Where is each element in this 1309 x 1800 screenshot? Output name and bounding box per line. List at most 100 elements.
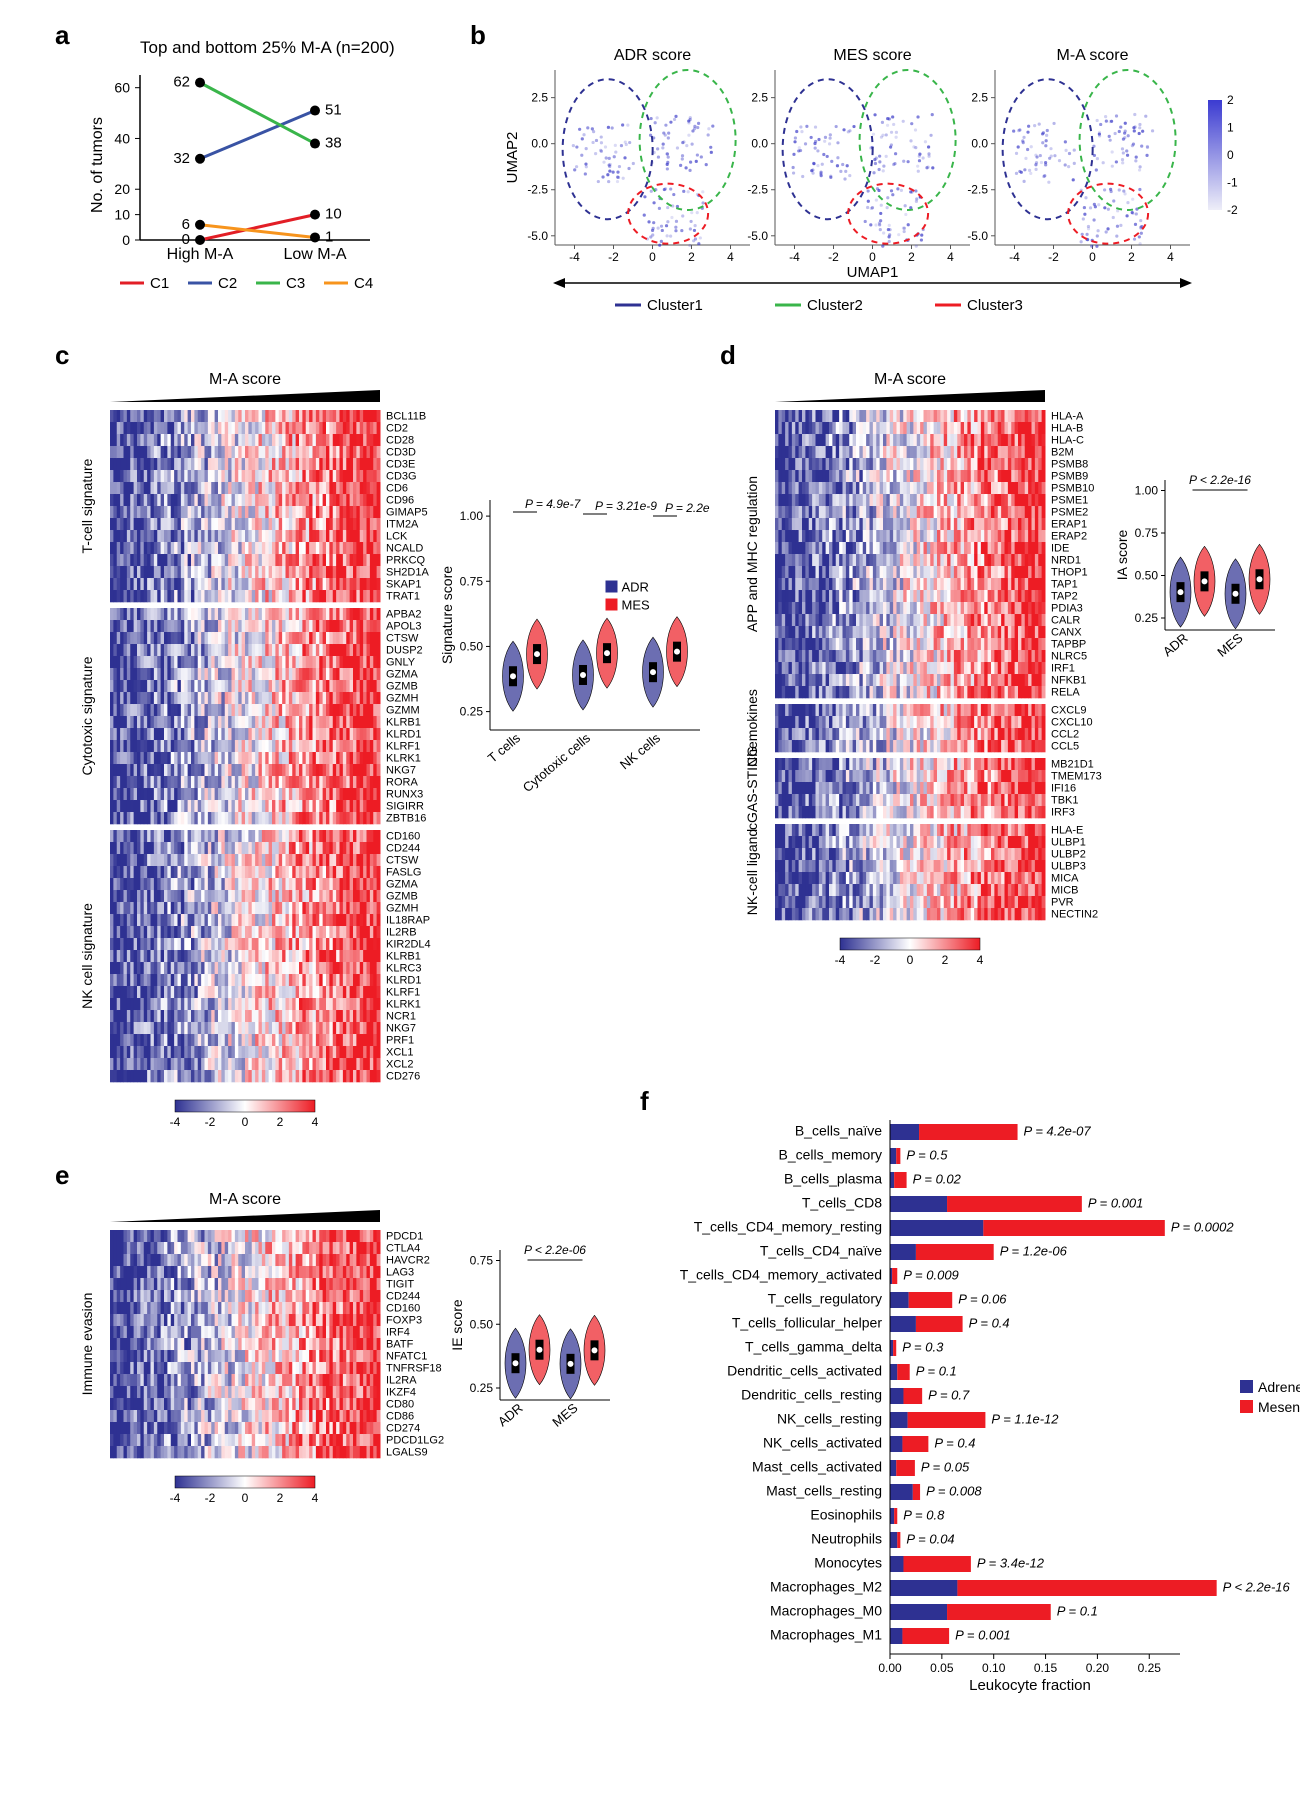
svg-text:2.5: 2.5	[971, 91, 988, 105]
svg-text:60: 60	[114, 80, 130, 96]
svg-text:0: 0	[1227, 148, 1234, 162]
svg-text:20: 20	[114, 181, 130, 197]
panel-letter-b: b	[470, 20, 486, 51]
svg-text:LCK: LCK	[386, 531, 408, 543]
svg-text:APOL3: APOL3	[386, 621, 421, 633]
svg-text:6: 6	[182, 216, 190, 233]
svg-text:SIGIRR: SIGIRR	[386, 801, 424, 813]
svg-text:2: 2	[1128, 250, 1135, 264]
svg-text:CD3D: CD3D	[386, 447, 416, 459]
svg-text:UMAP1: UMAP1	[847, 264, 899, 281]
panel-d-container: M-A scoreHLA-AHLA-BHLA-CB2MPSMB8PSMB9PSM…	[735, 360, 1295, 1005]
svg-text:10: 10	[114, 207, 130, 223]
svg-text:GZMH: GZMH	[386, 693, 418, 705]
svg-text:GZMA: GZMA	[386, 669, 418, 681]
svg-text:BCL11B: BCL11B	[386, 411, 426, 423]
svg-text:1: 1	[1227, 121, 1234, 135]
panel-b-container: ADR score-4-2024-5.0-2.50.02.5UMAP2MES s…	[500, 40, 1280, 325]
svg-text:0.0: 0.0	[971, 137, 988, 151]
svg-text:51: 51	[325, 102, 342, 119]
svg-text:KLRD1: KLRD1	[386, 729, 421, 741]
svg-text:CD28: CD28	[386, 435, 414, 447]
svg-text:-5.0: -5.0	[527, 229, 548, 243]
svg-text:0: 0	[869, 250, 876, 264]
svg-text:KLRF1: KLRF1	[386, 741, 420, 753]
svg-text:-5.0: -5.0	[967, 229, 988, 243]
panel-a-title: Top and bottom 25% M-A (n=200)	[140, 38, 395, 57]
xcat-high: High M-A	[167, 246, 234, 263]
panel-letter-a: a	[55, 20, 69, 51]
svg-text:PRKCQ: PRKCQ	[386, 555, 426, 567]
svg-text:10: 10	[325, 206, 342, 223]
svg-text:GZMB: GZMB	[386, 681, 418, 693]
panel-a-ylabel: No. of tumors	[89, 117, 106, 213]
svg-text:4: 4	[727, 250, 734, 264]
svg-text:0.0: 0.0	[531, 137, 548, 151]
svg-text:-2: -2	[1227, 203, 1238, 217]
svg-text:-2.5: -2.5	[967, 183, 988, 197]
svg-text:-2: -2	[608, 250, 619, 264]
svg-text:RORA: RORA	[386, 777, 418, 789]
svg-text:SKAP1: SKAP1	[386, 579, 421, 591]
svg-text:CTSW: CTSW	[386, 633, 419, 645]
svg-text:GNLY: GNLY	[386, 657, 416, 669]
panel-a-chart: Top and bottom 25% M-A (n=200) No. of tu…	[80, 35, 460, 315]
svg-text:NKG7: NKG7	[386, 765, 416, 777]
svg-text:-1: -1	[1227, 176, 1238, 190]
svg-text:GIMAP5: GIMAP5	[386, 507, 428, 519]
svg-text:-2: -2	[1048, 250, 1059, 264]
svg-text:-4: -4	[569, 250, 580, 264]
svg-text:-5.0: -5.0	[747, 229, 768, 243]
svg-text:CD2: CD2	[386, 423, 408, 435]
xcat-low: Low M-A	[283, 246, 346, 263]
svg-text:C1: C1	[150, 275, 169, 292]
panel-letter-d: d	[720, 340, 736, 371]
svg-text:2: 2	[1227, 93, 1234, 107]
svg-text:-4: -4	[1009, 250, 1020, 264]
panel-e-container: M-A scorePDCD1CTLA4HAVCR2LAG3TIGITCD244C…	[70, 1180, 630, 1565]
svg-text:2.5: 2.5	[531, 91, 548, 105]
svg-text:CD6: CD6	[386, 483, 408, 495]
svg-text:-2.5: -2.5	[747, 183, 768, 197]
svg-text:C4: C4	[354, 275, 373, 292]
svg-text:Cluster2: Cluster2	[807, 297, 863, 314]
svg-text:C2: C2	[218, 275, 237, 292]
panel-letter-e: e	[55, 1160, 69, 1191]
svg-text:T-cell signature: T-cell signature	[79, 458, 95, 553]
svg-text:-4: -4	[789, 250, 800, 264]
svg-text:KLRK1: KLRK1	[386, 753, 421, 765]
svg-text:62: 62	[173, 74, 190, 91]
svg-text:CD3G: CD3G	[386, 471, 417, 483]
svg-text:38: 38	[325, 135, 342, 152]
svg-text:ZBTB16: ZBTB16	[386, 813, 426, 825]
svg-text:Cytotoxic signature: Cytotoxic signature	[79, 656, 95, 775]
svg-text:Cluster3: Cluster3	[967, 297, 1023, 314]
svg-text:GZMM: GZMM	[386, 705, 420, 717]
svg-text:RUNX3: RUNX3	[386, 789, 423, 801]
svg-text:ADR score: ADR score	[614, 47, 691, 64]
svg-text:4: 4	[947, 250, 954, 264]
svg-text:ITM2A: ITM2A	[386, 519, 419, 531]
svg-text:APBA2: APBA2	[386, 609, 421, 621]
svg-text:-2: -2	[828, 250, 839, 264]
svg-text:CD3E: CD3E	[386, 459, 415, 471]
svg-text:M-A score: M-A score	[209, 371, 281, 388]
svg-text:SH2D1A: SH2D1A	[386, 567, 429, 579]
svg-text:0: 0	[182, 231, 190, 248]
svg-text:DUSP2: DUSP2	[386, 645, 423, 657]
svg-text:0: 0	[1089, 250, 1096, 264]
panel-c-container: M-A scoreBCL11BCD2CD28CD3DCD3ECD3GCD6CD9…	[70, 360, 710, 1145]
panel-f-container: B_cells_naïveP = 4.2e-07B_cells_memoryP …	[660, 1100, 1300, 1745]
svg-text:0: 0	[649, 250, 656, 264]
panel-a-yticks: 0 10 20 40 60	[114, 80, 140, 248]
svg-text:Cluster1: Cluster1	[647, 297, 703, 314]
svg-text:4: 4	[1167, 250, 1174, 264]
svg-text:40: 40	[114, 130, 130, 146]
svg-text:TRAT1: TRAT1	[386, 591, 420, 603]
svg-text:UMAP2: UMAP2	[504, 132, 521, 184]
svg-text:M-A score: M-A score	[1056, 47, 1128, 64]
svg-text:-2.5: -2.5	[527, 183, 548, 197]
panel-letter-f: f	[640, 1086, 649, 1117]
svg-text:0: 0	[122, 232, 130, 248]
svg-text:2.5: 2.5	[751, 91, 768, 105]
